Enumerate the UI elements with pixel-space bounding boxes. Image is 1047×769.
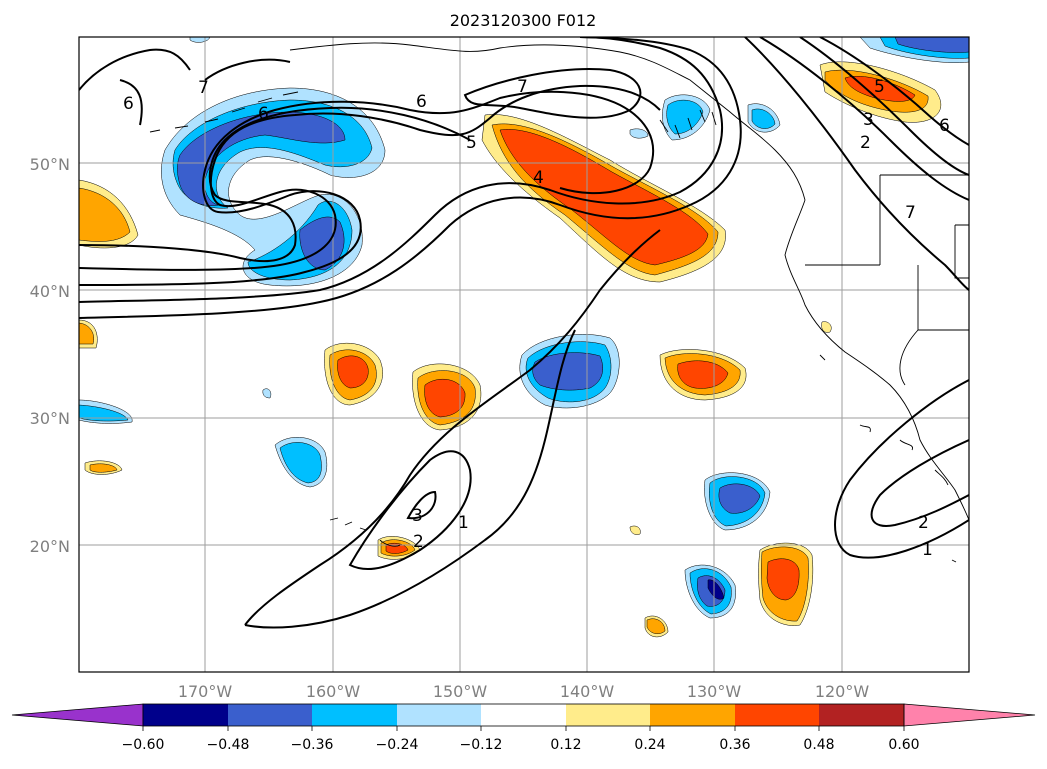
contour-label: 3 [863,110,874,130]
contour-label: 1 [458,513,469,533]
contour-labels: 6 7 6 5 4 6 7 6 5 3 2 1 7 2 3 2 1 [123,77,950,560]
contour-label: 3 [412,506,423,526]
contour-label: 5 [466,133,477,153]
shaded-region [718,483,761,514]
contour-label: 6 [939,116,950,136]
colorbar-tick: −0.12 [460,737,503,753]
lon-label: 170°W [178,682,233,701]
colorbar-segment [312,704,397,726]
colorbar-segment [228,704,312,726]
graticule [79,37,969,672]
colorbar-ticks: −0.60 −0.48 −0.36 −0.24 −0.12 0.12 0.24 … [122,737,920,753]
shaded-region [337,355,369,389]
shaded-region [279,442,322,484]
shaded-region [629,128,649,139]
shaded-region [262,388,272,399]
colorbar-extend-high [903,703,1036,727]
contours [79,37,969,629]
shaded-region [79,404,129,422]
lon-label: 140°W [560,682,615,701]
lon-labels: 170°W 160°W 150°W 140°W 130°W 120°W [178,682,870,701]
colorbar-tick: 0.24 [634,737,665,753]
shaded-region [751,108,776,129]
contour-label: 7 [198,78,209,98]
colorbar-segment [143,704,228,726]
lat-label: 50°N [30,155,70,174]
contour-label: 6 [123,94,134,114]
colorbar-segment [397,704,481,726]
colorbar: −0.60 −0.48 −0.36 −0.24 −0.12 0.12 0.24 … [11,703,1036,753]
colorbar-segment [650,704,735,726]
colorbar-extend-low [11,703,144,727]
contour-label: 7 [905,203,916,223]
contour-label: 6 [416,92,427,112]
lat-label: 20°N [30,537,70,556]
shaded-region [532,352,603,391]
colorbar-segment [566,704,650,726]
shaded-region [79,187,131,242]
colorbar-tick: −0.24 [376,737,419,753]
contour-label: 2 [413,532,424,552]
colorbar-tick: 0.60 [888,737,919,753]
colorbar-segment [481,704,566,726]
shaded-region [677,360,729,389]
lon-label: 160°W [306,682,361,701]
map-panel: 6 7 6 5 4 6 7 6 5 3 2 1 7 2 3 2 1 [79,37,969,672]
colorbar-tick: −0.60 [122,737,165,753]
contour-label: 6 [258,104,269,124]
colorbar-segment [819,704,904,726]
shaded-region [646,618,666,635]
coastlines [149,42,969,563]
contour-label: 2 [860,133,871,153]
lat-label: 30°N [30,409,70,428]
shaded-region [629,525,641,535]
contour-label: 1 [922,540,933,560]
colorbar-tick: 0.48 [803,737,834,753]
contour-label: 7 [517,77,528,97]
lon-label: 130°W [687,682,742,701]
shaded-region [844,75,916,102]
colorbar-segment [735,704,819,726]
shaded-region [89,463,118,473]
colorbar-tick: 0.36 [719,737,750,753]
figure-title: 2023120300 F012 [450,11,597,30]
shaded-region [821,321,832,333]
lon-label: 150°W [433,682,488,701]
shaded-region [79,322,94,345]
lat-label: 40°N [30,282,70,301]
contour-label: 5 [874,77,885,97]
lat-labels: 50°N 40°N 30°N 20°N [30,155,70,556]
shaded-region [766,558,800,601]
colorbar-tick: −0.36 [291,737,334,753]
colorbar-tick: −0.48 [207,737,250,753]
colorbar-tick: 0.12 [550,737,581,753]
contour-label: 2 [918,513,929,533]
map-frame [78,36,970,673]
shading-mid [177,37,969,607]
contour-label: 4 [533,168,544,188]
lon-label: 120°W [815,682,870,701]
shaded-region [424,378,466,418]
